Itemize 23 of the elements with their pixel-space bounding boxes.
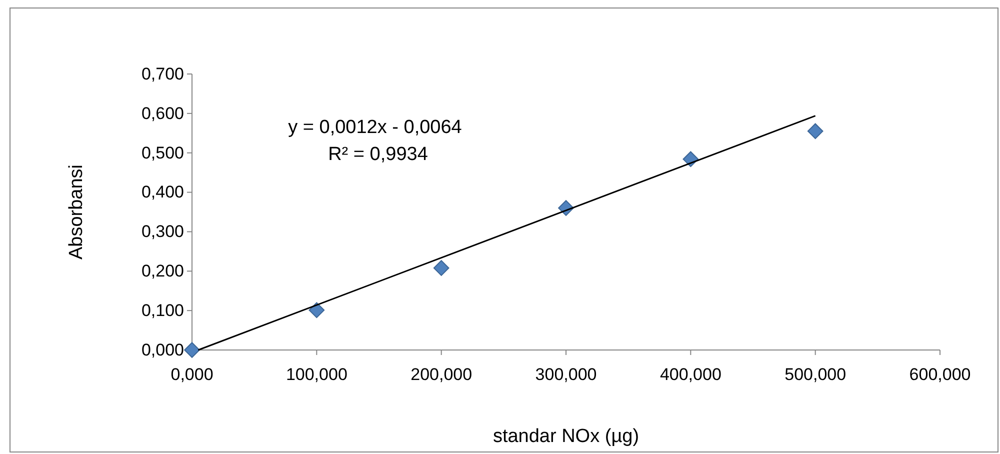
y-tick-label: 0,500 <box>141 143 184 162</box>
x-tick-label: 600,000 <box>909 365 971 384</box>
x-tick-label: 300,000 <box>535 365 597 384</box>
y-tick-label: 0,300 <box>141 222 184 242</box>
y-tick-label: 0,700 <box>141 64 184 84</box>
point <box>184 342 200 358</box>
x-tick-label: 400,000 <box>660 365 722 384</box>
x-tick-label: 500,000 <box>784 365 846 384</box>
x-tick-label: 200,000 <box>410 365 472 384</box>
point <box>433 260 450 276</box>
annotation: R² = 0,9934 <box>328 144 428 165</box>
point <box>308 302 325 318</box>
y-tick-label: 0,600 <box>141 104 184 123</box>
y-tick-label: 0,000 <box>141 340 184 360</box>
y-tick-label: 0,400 <box>141 182 184 202</box>
y-tick-label: 0,200 <box>141 262 184 281</box>
x-tick-label: 0,000 <box>170 365 214 384</box>
y-tick-label: 0,100 <box>141 301 184 320</box>
x-tick-label: 100,000 <box>286 365 348 384</box>
point <box>807 123 824 140</box>
x-axis-title: standar NOx (µg) <box>492 426 640 447</box>
annotation: y = 0,0012x - 0,0064 <box>288 117 462 138</box>
y-axis-title: Absorbansi <box>66 164 87 260</box>
